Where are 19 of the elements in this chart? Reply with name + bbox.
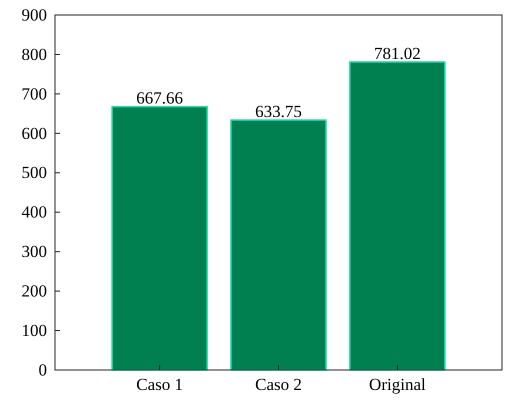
y-tick-label: 600 xyxy=(22,124,47,143)
y-tick-label: 100 xyxy=(22,320,47,340)
bar xyxy=(349,61,446,371)
bar xyxy=(111,106,208,371)
y-tick-label: 500 xyxy=(22,163,47,182)
y-tick-label: 200 xyxy=(22,282,47,301)
y-tick-label: 400 xyxy=(22,202,47,222)
data-label: 667.66 xyxy=(136,88,183,108)
x-tick-label: Original xyxy=(369,375,426,394)
y-tick-label: 300 xyxy=(22,242,47,262)
y-tick-label: 800 xyxy=(22,44,47,64)
y-tick-label: 700 xyxy=(22,84,47,104)
y-tick-label: 0 xyxy=(38,360,47,380)
x-tick-label: Caso 2 xyxy=(255,375,302,394)
bar xyxy=(230,119,327,371)
x-tick-label: Caso 1 xyxy=(136,375,183,394)
data-label: 781.02 xyxy=(374,44,421,63)
y-tick-label: 900 xyxy=(22,5,47,24)
data-label: 633.75 xyxy=(255,102,302,122)
